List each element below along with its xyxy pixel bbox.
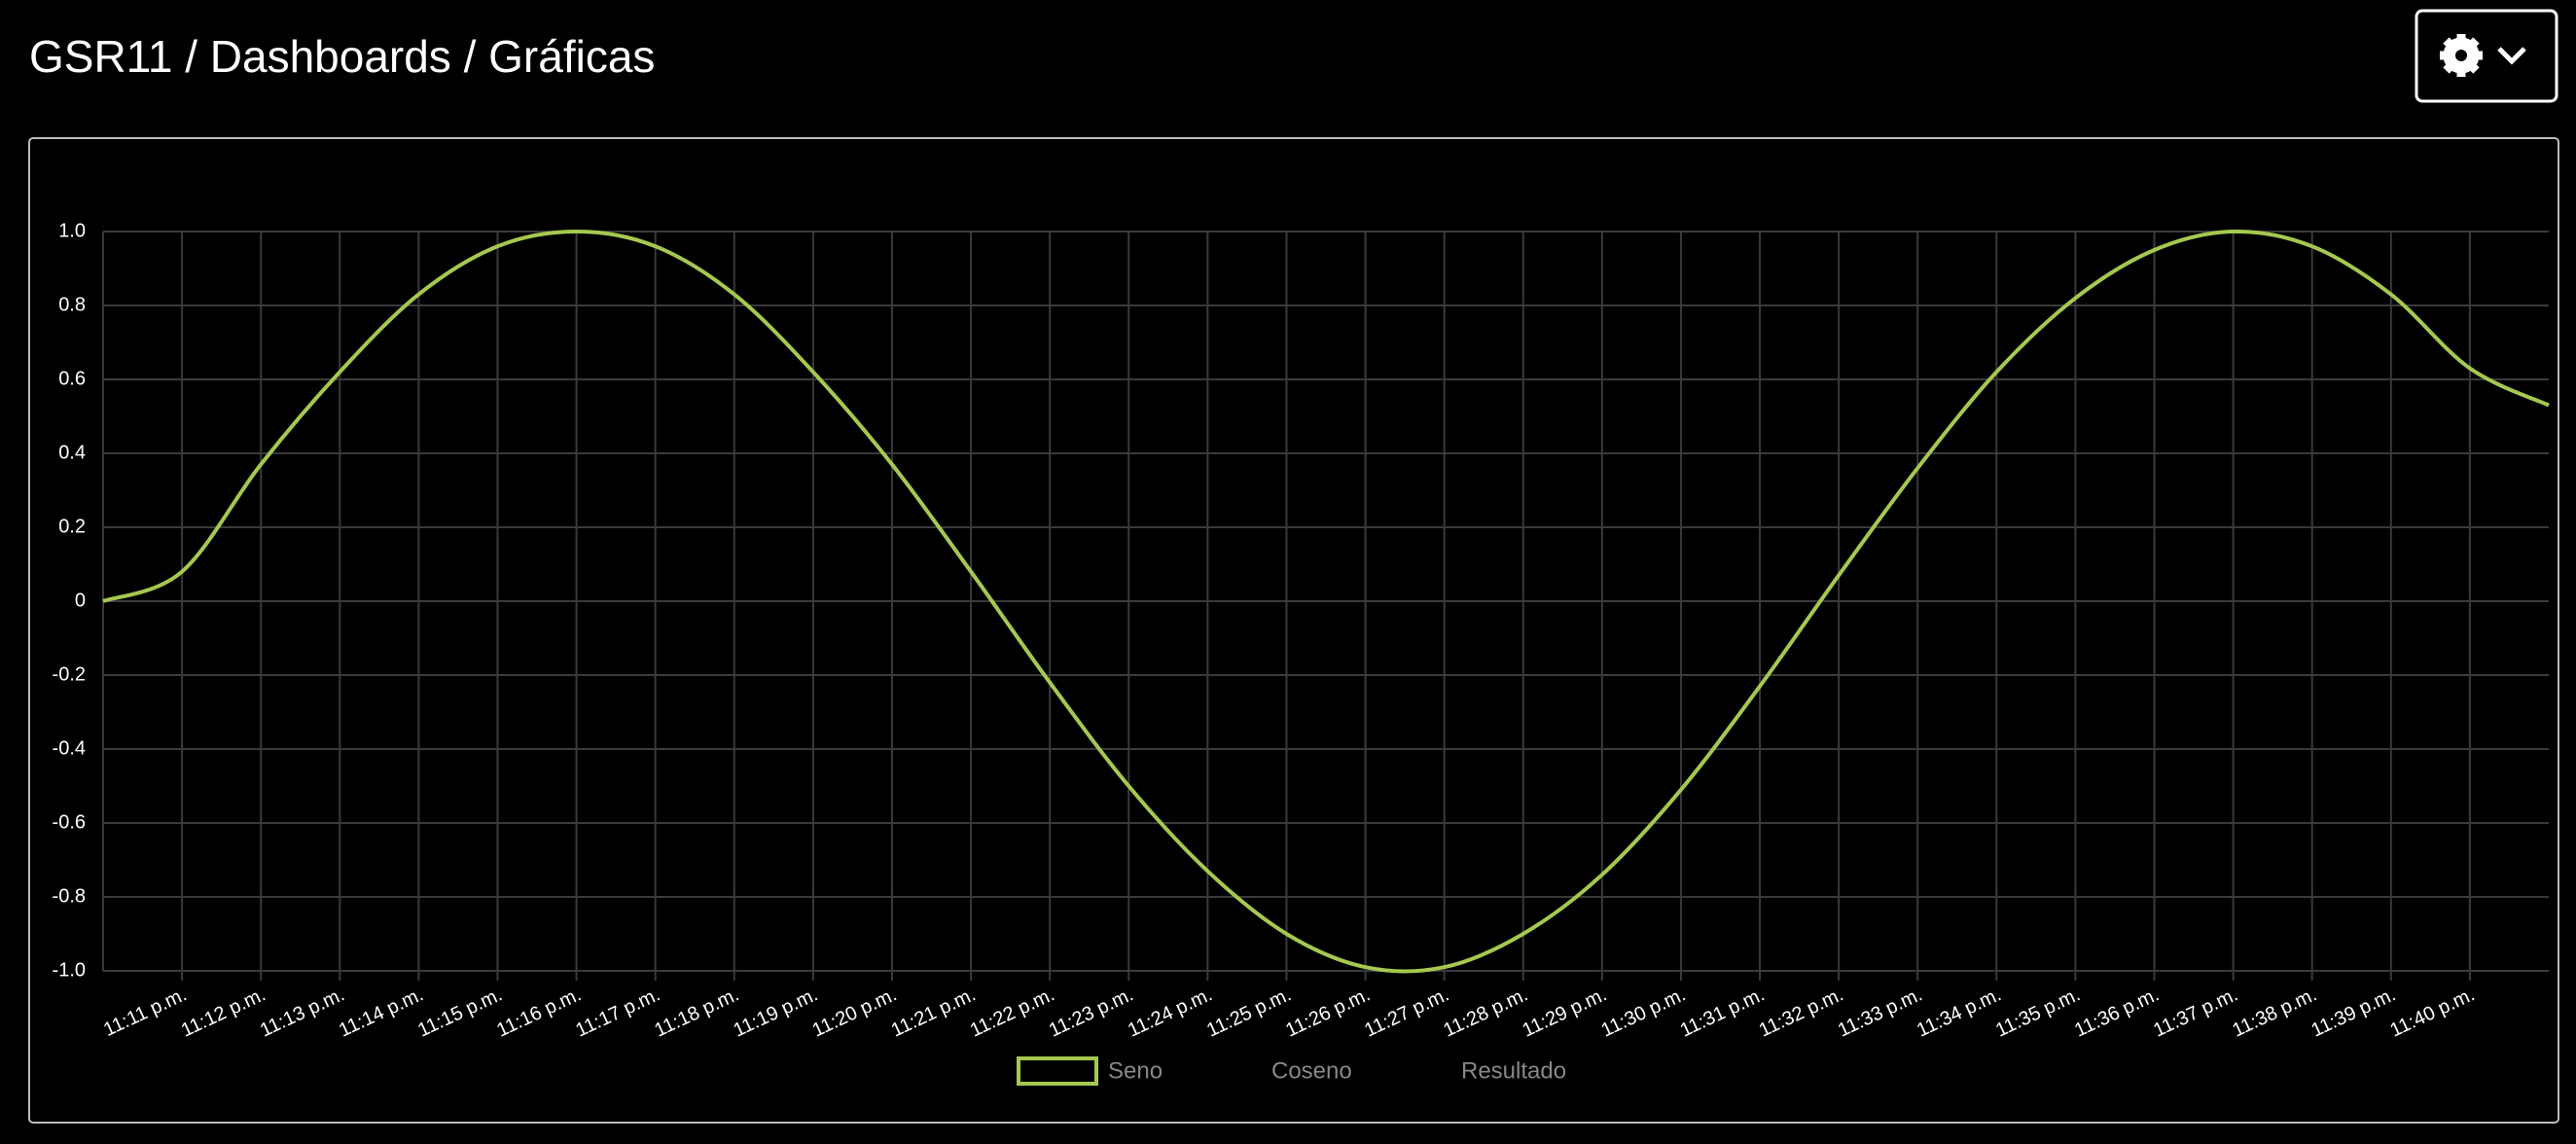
y-tick-label: 0 bbox=[75, 590, 86, 611]
y-tick-label: 1.0 bbox=[58, 220, 86, 241]
legend-item[interactable]: Seno bbox=[1017, 1056, 1163, 1086]
settings-button[interactable] bbox=[2415, 9, 2558, 103]
legend-item[interactable]: Resultado bbox=[1461, 1057, 1566, 1084]
y-tick-label: 0.4 bbox=[58, 442, 86, 463]
legend-label: Resultado bbox=[1461, 1057, 1566, 1084]
y-tick-label: -0.4 bbox=[53, 737, 86, 759]
legend-label: Coseno bbox=[1271, 1057, 1352, 1084]
chevron-icon bbox=[2497, 47, 2526, 65]
gear-icon bbox=[2440, 34, 2483, 77]
button-frame[interactable] bbox=[2415, 9, 2558, 103]
y-tick-label: -0.8 bbox=[53, 885, 86, 907]
y-tick-label: 0.8 bbox=[58, 294, 86, 315]
y-tick-label: 0.6 bbox=[58, 368, 86, 389]
y-tick-label: 0.2 bbox=[58, 516, 86, 537]
y-tick-label: -0.6 bbox=[53, 811, 86, 833]
breadcrumb-title: GSR11 / Dashboards / Gráficas bbox=[29, 31, 655, 82]
y-tick-label: -1.0 bbox=[53, 959, 86, 981]
series-line bbox=[102, 229, 2550, 974]
chart-card bbox=[28, 137, 2559, 1124]
legend-item[interactable]: Coseno bbox=[1271, 1057, 1352, 1084]
legend-swatch bbox=[1017, 1056, 1098, 1086]
legend-label: Seno bbox=[1108, 1057, 1163, 1084]
y-tick-label: -0.2 bbox=[53, 663, 86, 685]
